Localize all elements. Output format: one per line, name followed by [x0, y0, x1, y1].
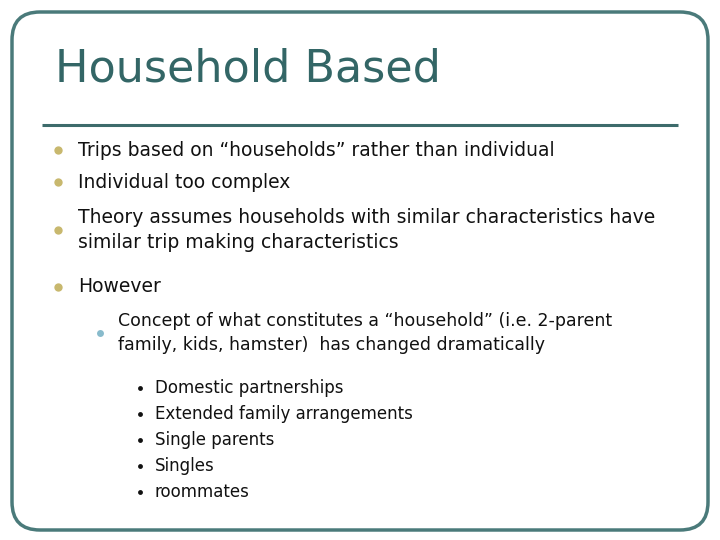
Text: Theory assumes households with similar characteristics have
similar trip making : Theory assumes households with similar c…: [78, 208, 655, 252]
Text: Household Based: Household Based: [55, 47, 441, 90]
Text: Singles: Singles: [155, 457, 215, 475]
Text: Domestic partnerships: Domestic partnerships: [155, 379, 343, 397]
Text: Individual too complex: Individual too complex: [78, 172, 290, 192]
Text: Extended family arrangements: Extended family arrangements: [155, 405, 413, 423]
Text: Trips based on “households” rather than individual: Trips based on “households” rather than …: [78, 140, 554, 159]
Text: roommates: roommates: [155, 483, 250, 501]
Text: Concept of what constitutes a “household” (i.e. 2-parent
family, kids, hamster) : Concept of what constitutes a “household…: [118, 312, 612, 354]
Text: However: However: [78, 278, 161, 296]
FancyBboxPatch shape: [12, 12, 708, 530]
Text: Single parents: Single parents: [155, 431, 274, 449]
